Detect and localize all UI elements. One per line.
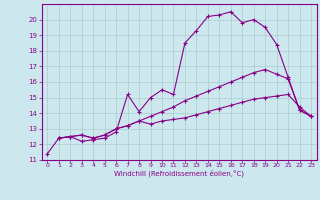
X-axis label: Windchill (Refroidissement éolien,°C): Windchill (Refroidissement éolien,°C) [114,170,244,177]
